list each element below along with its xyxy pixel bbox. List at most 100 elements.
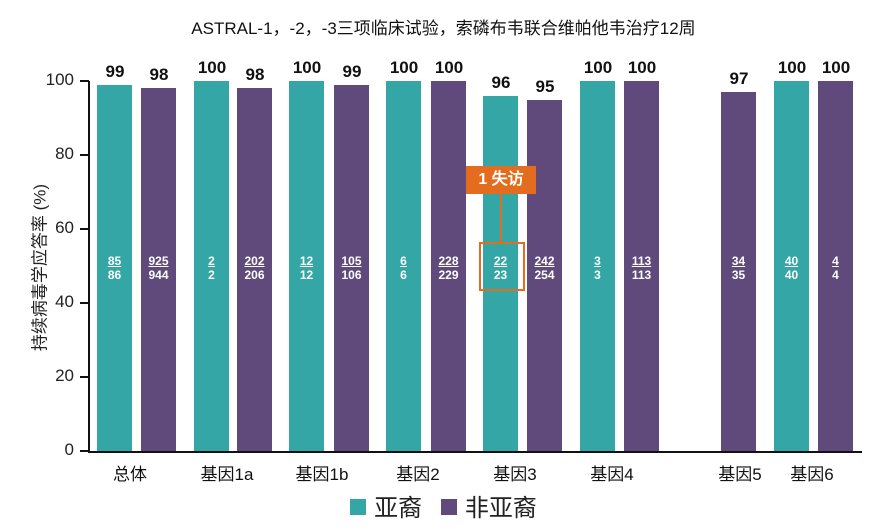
- bar: [289, 81, 324, 451]
- legend-swatch-non-asian: [440, 499, 457, 515]
- annotation-connector: [500, 194, 502, 242]
- bar-fraction: 40 40: [774, 254, 809, 282]
- bar-fraction: 113 113: [624, 254, 659, 282]
- bar-fraction: 228 229: [431, 254, 466, 282]
- bar: [580, 81, 615, 451]
- x-tick-label: 基因1b: [295, 465, 349, 484]
- y-tick-label: 60: [55, 218, 74, 237]
- chart-title: ASTRAL-1，-2，-3三项临床试验，索磷布韦联合维帕他韦治疗12周: [191, 19, 696, 38]
- bar: [527, 99, 562, 451]
- fraction-numerator: 2: [208, 254, 215, 268]
- fraction-denominator: 4: [832, 268, 839, 282]
- bar: [386, 81, 421, 451]
- fraction-numerator: 113: [631, 254, 652, 268]
- bar-value-label: 98: [149, 65, 169, 85]
- y-tick-label: 0: [64, 440, 74, 459]
- annotation-lost-followup: 1 失访: [466, 166, 536, 194]
- y-tick: [80, 376, 89, 378]
- legend-item-non-asian: 非亚裔: [440, 488, 537, 523]
- x-tick-label: 基因5: [718, 465, 762, 484]
- annotation-highlight-box: [479, 242, 525, 291]
- bar-value-label: 100: [434, 58, 464, 77]
- bar-value-label: 100: [197, 58, 227, 77]
- fraction-denominator: 206: [244, 268, 265, 282]
- y-tick-label: 100: [45, 70, 74, 89]
- y-tick: [80, 228, 89, 230]
- y-tick: [80, 154, 89, 156]
- bar-value-label: 100: [583, 58, 613, 77]
- bar-value-label: 100: [292, 58, 322, 77]
- fraction-numerator: 3: [594, 254, 601, 268]
- y-tick-label: 40: [55, 292, 74, 311]
- fraction-numerator: 105: [341, 254, 362, 268]
- fraction-numerator: 34: [731, 254, 746, 268]
- fraction-denominator: 86: [107, 268, 122, 282]
- bar-value-label: 100: [627, 58, 657, 77]
- y-tick-label: 80: [55, 144, 74, 163]
- fraction-denominator: 40: [784, 268, 799, 282]
- bar-fraction: 12 12: [289, 254, 324, 282]
- legend-label: 非亚裔: [464, 495, 537, 522]
- fraction-numerator: 22: [493, 254, 508, 268]
- bar: [721, 92, 756, 451]
- fraction-denominator: 35: [731, 268, 746, 282]
- bar-value-label: 97: [729, 69, 749, 89]
- bar-fraction: 925 944: [141, 254, 176, 282]
- x-tick-label: 总体: [113, 465, 147, 484]
- fraction-numerator: 242: [534, 254, 555, 268]
- bar: [194, 81, 229, 451]
- fraction-numerator: 40: [784, 254, 799, 268]
- bar-fraction: 105 106: [334, 254, 369, 282]
- fraction-denominator: 2: [208, 268, 215, 282]
- bar-fraction: 34 35: [721, 254, 756, 282]
- fraction-denominator: 113: [631, 268, 652, 282]
- fraction-denominator: 944: [148, 268, 169, 282]
- x-tick-label: 基因3: [493, 465, 537, 484]
- legend: 亚裔 非亚裔: [0, 488, 887, 523]
- bar: [483, 95, 518, 451]
- fraction-numerator: 85: [107, 254, 122, 268]
- fraction-denominator: 229: [438, 268, 459, 282]
- bar: [334, 84, 369, 451]
- legend-label: 亚裔: [374, 495, 423, 522]
- bar-fraction: 85 86: [97, 254, 132, 282]
- bar-value-label: 99: [342, 61, 362, 81]
- legend-item-asian: 亚裔: [350, 488, 422, 523]
- bar: [97, 84, 132, 451]
- x-tick-label: 基因4: [590, 465, 634, 484]
- x-tick-label: 基因1a: [200, 465, 254, 484]
- bar-fraction: 202 206: [237, 254, 272, 282]
- bar-value-label: 100: [821, 58, 851, 77]
- fraction-denominator: 3: [594, 268, 601, 282]
- bar-value-label: 98: [245, 65, 265, 85]
- y-axis: [88, 81, 90, 452]
- bar: [774, 81, 809, 451]
- fraction-numerator: 925: [148, 254, 169, 268]
- bar: [624, 81, 659, 451]
- y-tick-label: 20: [55, 366, 74, 385]
- bar-value-label: 96: [491, 72, 511, 92]
- fraction-numerator: 228: [438, 254, 459, 268]
- fraction-denominator: 23: [493, 268, 508, 282]
- x-tick-label: 基因6: [790, 465, 834, 484]
- fraction-numerator: 4: [832, 254, 839, 268]
- y-tick: [80, 450, 89, 452]
- bar-value-label: 100: [389, 58, 419, 77]
- y-tick: [80, 302, 89, 304]
- fraction-denominator: 12: [299, 268, 314, 282]
- bar-value-label: 100: [777, 58, 807, 77]
- fraction-numerator: 6: [400, 254, 407, 268]
- bar-fraction: 22 23: [483, 254, 518, 282]
- fraction-denominator: 254: [534, 268, 555, 282]
- bar: [431, 81, 466, 451]
- fraction-numerator: 202: [244, 254, 265, 268]
- x-axis: [88, 451, 862, 453]
- x-tick-label: 基因2: [396, 465, 440, 484]
- legend-swatch-asian: [350, 499, 367, 515]
- fraction-denominator: 6: [400, 268, 407, 282]
- bar: [237, 88, 272, 451]
